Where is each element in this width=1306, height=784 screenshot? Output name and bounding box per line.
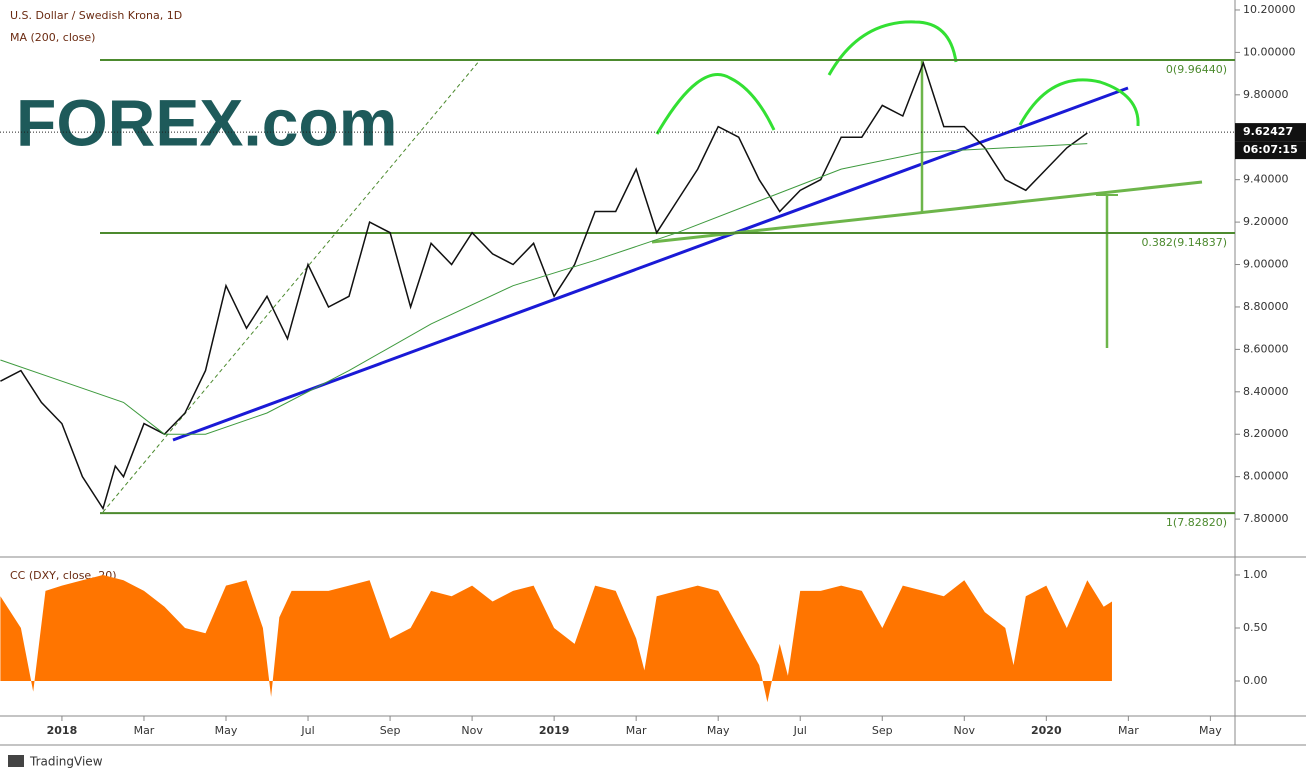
indicator-label: MA (200, close) (10, 31, 95, 44)
footer-brand: TradingView (29, 755, 103, 769)
x-tick-label: Mar (1118, 724, 1139, 737)
fib-level-label: 0(9.96440) (1166, 63, 1227, 76)
x-tick-label: Sep (872, 724, 893, 737)
x-tick-label: Sep (380, 724, 401, 737)
brand-icon (8, 755, 24, 767)
y-tick-label: 7.80000 (1243, 512, 1289, 525)
y-tick-label: 8.80000 (1243, 300, 1289, 313)
y-tick-label: 1.00 (1243, 568, 1268, 581)
x-tick-label: Mar (134, 724, 155, 737)
x-tick-label: May (707, 724, 730, 737)
fib-level-label: 1(7.82820) (1166, 516, 1227, 529)
logo: FOREX.com (16, 85, 397, 159)
y-tick-label: 9.80000 (1243, 88, 1289, 101)
head-arc (827, 20, 958, 76)
correlation-area (0, 575, 1112, 703)
x-tick-label: Nov (461, 724, 483, 737)
x-tick-label: Nov (954, 724, 976, 737)
x-tick-label: 2020 (1031, 724, 1062, 737)
fib-trend-line (102, 59, 481, 513)
x-tick-label: 2018 (47, 724, 78, 737)
countdown-box (1235, 141, 1306, 160)
price-line (0, 143, 1088, 435)
x-tick-label: May (1199, 724, 1222, 737)
x-tick-label: May (215, 724, 238, 737)
x-tick-label: Jul (793, 724, 807, 737)
x-tick-label: Jul (300, 724, 314, 737)
last-price-box (1235, 123, 1306, 142)
y-tick-label: 10.00000 (1243, 45, 1296, 58)
countdown-label: 06:07:15 (1243, 143, 1298, 156)
fib-level-label: 0.382(9.14837) (1141, 236, 1227, 249)
y-tick-label: 8.60000 (1243, 342, 1289, 355)
x-tick-label: 2019 (539, 724, 570, 737)
trend-line (172, 86, 1129, 442)
y-tick-label: 0.00 (1243, 674, 1268, 687)
y-tick-label: 9.00000 (1243, 258, 1289, 271)
shoulder-arc (655, 73, 776, 135)
y-tick-label: 9.40000 (1243, 173, 1289, 186)
y-tick-label: 8.20000 (1243, 427, 1289, 440)
last-price-label: 9.62427 (1243, 125, 1293, 138)
neckline (651, 180, 1203, 244)
y-tick-label: 0.50 (1243, 621, 1268, 634)
y-tick-label: 9.20000 (1243, 215, 1289, 228)
y-tick-label: 8.00000 (1243, 470, 1289, 483)
y-tick-label: 10.20000 (1243, 3, 1296, 16)
chart-title: U.S. Dollar / Swedish Krona, 1D (10, 9, 182, 22)
shoulder-arc (1018, 78, 1140, 127)
y-tick-label: 8.40000 (1243, 385, 1289, 398)
x-tick-label: Mar (626, 724, 647, 737)
